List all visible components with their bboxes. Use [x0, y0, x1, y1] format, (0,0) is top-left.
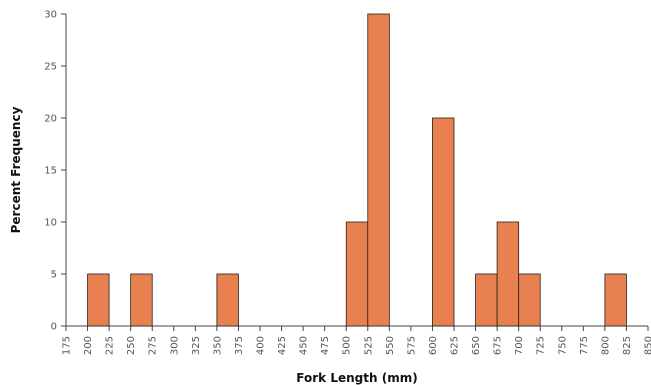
- x-tick-label: 525: [363, 336, 374, 355]
- histogram-bar: [518, 273, 541, 327]
- bars: [87, 13, 627, 327]
- histogram-bar: [216, 273, 239, 327]
- x-tick-label: 275: [148, 336, 159, 355]
- x-tick-label: 850: [644, 336, 651, 355]
- x-tick-label: 175: [62, 336, 73, 355]
- y-tick-label: 5: [51, 270, 57, 281]
- histogram-bar: [345, 221, 369, 327]
- histogram-bar: [604, 273, 627, 327]
- histogram-bar: [87, 273, 110, 327]
- x-tick-label: 675: [493, 336, 504, 355]
- x-tick-label: 775: [579, 336, 590, 355]
- x-tick-label: 800: [600, 336, 611, 355]
- y-tick-label: 10: [44, 218, 57, 229]
- x-tick-label: 250: [126, 336, 137, 355]
- x-tick-label: 825: [622, 336, 633, 355]
- x-tick-label: 375: [234, 336, 245, 355]
- y-axis: 0 5 10 15 20 25 30: [44, 10, 67, 333]
- x-tick-label: 750: [557, 336, 568, 355]
- histogram-bar: [496, 221, 520, 327]
- histogram-bar: [432, 117, 455, 327]
- x-tick-label: 325: [191, 336, 202, 355]
- histogram-bar: [130, 273, 153, 327]
- x-tick-label: 475: [320, 336, 331, 355]
- x-tick-label: 200: [83, 336, 94, 355]
- x-tick-label: 725: [536, 336, 547, 355]
- y-tick-label: 15: [44, 166, 57, 177]
- y-tick-label: 20: [44, 114, 57, 125]
- x-tick-label: 450: [299, 336, 310, 355]
- x-tick-label: 575: [406, 336, 417, 355]
- y-axis-title: Percent Frequency: [9, 106, 23, 233]
- x-tick-label: 625: [450, 336, 461, 355]
- y-tick-label: 25: [44, 62, 57, 73]
- x-tick-label: 700: [514, 336, 525, 355]
- y-tick-label: 0: [51, 322, 57, 333]
- histogram-bar: [367, 13, 390, 327]
- x-axis-title: Fork Length (mm): [296, 371, 417, 385]
- x-tick-label: 600: [428, 336, 439, 355]
- x-tick-label: 500: [342, 336, 353, 355]
- y-tick-label: 30: [44, 10, 57, 21]
- x-tick-label: 425: [277, 336, 288, 355]
- x-tick-label: 650: [471, 336, 482, 355]
- x-axis: 175 200 225 250 275 300 325 350 375 400 425 450 475 5…: [62, 325, 651, 355]
- histogram-bar: [475, 273, 498, 327]
- x-tick-label: 225: [105, 336, 116, 355]
- x-tick-label: 350: [212, 336, 223, 355]
- x-tick-label: 400: [256, 336, 267, 355]
- x-tick-label: 300: [169, 336, 180, 355]
- x-tick-label: 550: [385, 336, 396, 355]
